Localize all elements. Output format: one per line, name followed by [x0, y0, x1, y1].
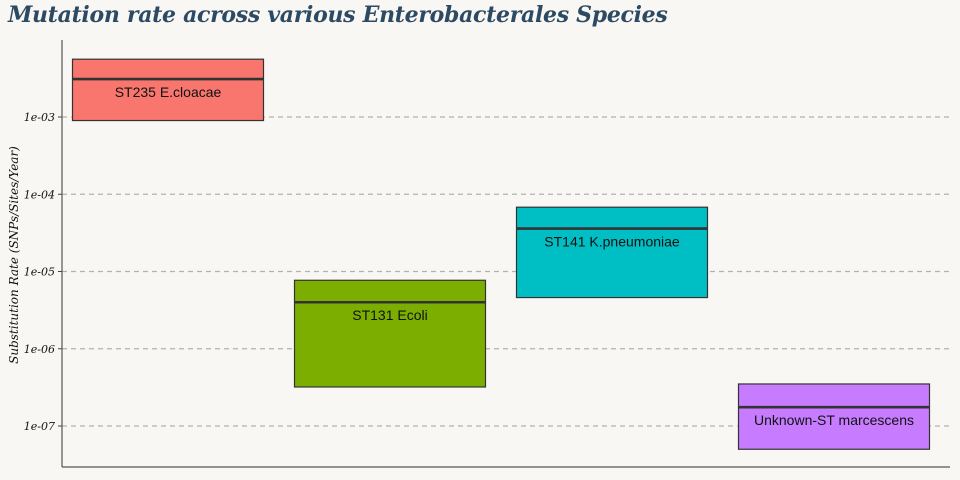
chart-title: Mutation rate across various Enterobacte…: [8, 2, 668, 28]
box-3: [515, 206, 709, 299]
box-label: Unknown-ST marcescens: [754, 412, 914, 428]
y-tick-label: 1e-07: [24, 420, 55, 433]
y-tick-label: 1e-03: [24, 111, 55, 124]
box-label: ST131 Ecoli: [352, 307, 427, 323]
box-1: [71, 58, 265, 122]
y-tick-label: 1e-06: [24, 343, 55, 356]
box-2: [293, 279, 487, 388]
y-tick-label: 1e-05: [24, 266, 55, 279]
y-axis-title: Substitution Rate (SNPs/Sites/Year): [7, 146, 21, 364]
box-label: ST235 E.cloacae: [115, 84, 222, 100]
box-4: [737, 383, 931, 450]
y-tick-label: 1e-04: [24, 188, 55, 201]
box-label: ST141 K.pneumoniae: [544, 234, 680, 250]
